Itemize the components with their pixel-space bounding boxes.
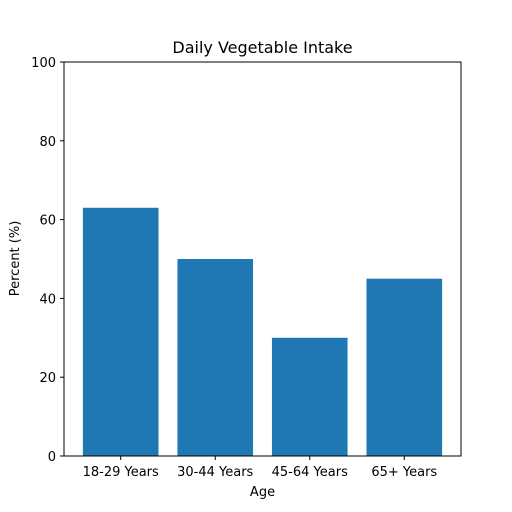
y-tick-label: 0 (48, 450, 56, 465)
x-tick-label: 65+ Years (371, 465, 437, 480)
y-axis-ticks: 0 20 40 60 80 100 (31, 56, 64, 465)
x-axis-label: Age (250, 485, 275, 500)
y-axis-label: Percent (%) (8, 221, 23, 297)
x-tick-label: 30-44 Years (177, 465, 253, 480)
y-tick-label: 20 (39, 371, 56, 386)
x-axis-ticks: 18-29 Years 30-44 Years 45-64 Years 65+ Yea… (83, 456, 437, 480)
bar-1 (82, 207, 159, 456)
plot-frame (63, 61, 462, 457)
x-tick-label: 18-29 Years (83, 465, 159, 480)
bar-2 (177, 259, 254, 456)
chart-title: Daily Vegetable Intake (172, 38, 352, 57)
bars-group (82, 207, 443, 456)
y-tick-label: 80 (39, 135, 56, 150)
x-tick-label: 45-64 Years (272, 465, 348, 480)
y-tick-label: 60 (39, 214, 56, 229)
bar-4 (366, 278, 443, 456)
y-tick-label: 100 (31, 56, 56, 71)
y-tick-label: 40 (39, 292, 56, 307)
bar-3 (271, 337, 348, 456)
